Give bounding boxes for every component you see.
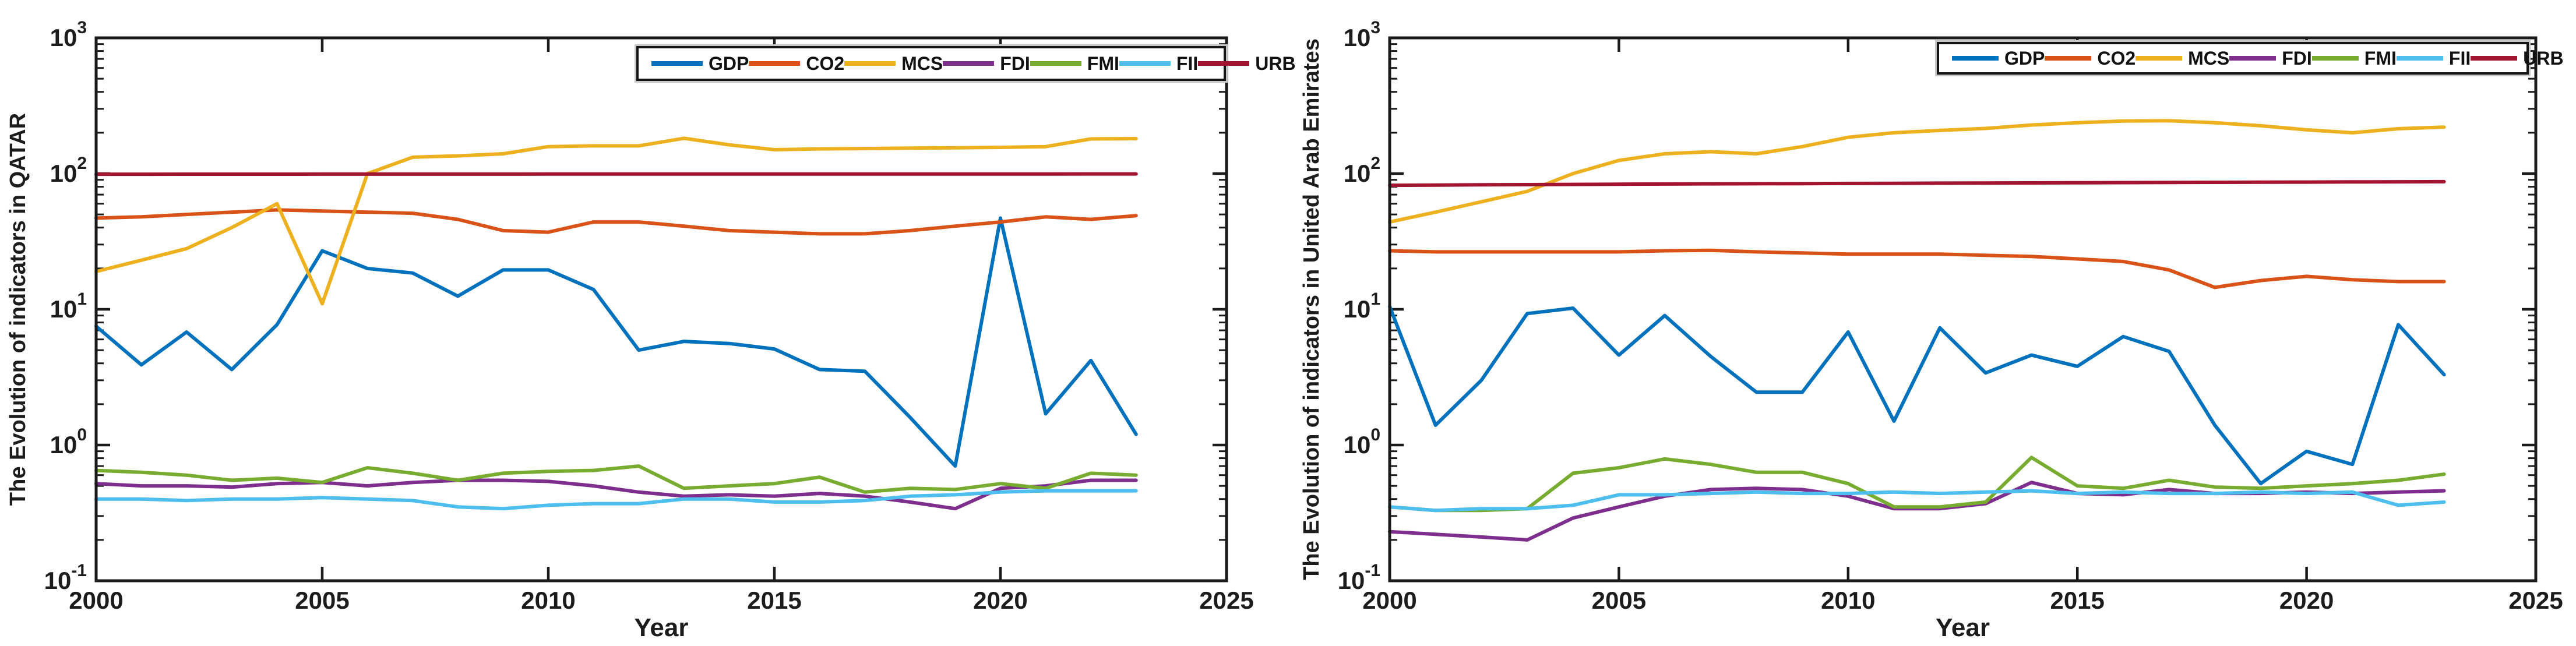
legend-label-urb: URB bbox=[2523, 48, 2564, 69]
legend-item-gdp: GDP bbox=[1952, 49, 2045, 68]
plot-border bbox=[1388, 36, 2538, 583]
y-tick-label: 10-1 bbox=[1338, 561, 1380, 594]
legend-swatch-fii-icon bbox=[1119, 61, 1171, 66]
legend-swatch-urb-icon bbox=[1198, 61, 1250, 66]
legend-swatch-fmi-icon bbox=[2311, 56, 2359, 61]
series-line-fmi bbox=[1388, 456, 2446, 513]
series-line-fmi bbox=[94, 464, 1138, 494]
series-line-gdp bbox=[1388, 305, 2446, 486]
y-axis-title: The Evolution of indicators in United Ar… bbox=[1299, 38, 1324, 580]
y-tick-label: 101 bbox=[1344, 290, 1380, 323]
x-tick-label: 2020 bbox=[2279, 587, 2334, 614]
legend-label-fdi: FDI bbox=[1000, 53, 1030, 74]
x-tick-label: 2025 bbox=[1199, 587, 1253, 614]
legend-swatch-gdp-icon bbox=[651, 61, 703, 66]
legend-label-urb: URB bbox=[1255, 53, 1296, 74]
y-tick-label: 103 bbox=[1344, 18, 1380, 51]
y-tick-label: 10-1 bbox=[44, 561, 87, 594]
y-tick-label: 100 bbox=[50, 425, 87, 458]
series-line-fdi bbox=[94, 478, 1138, 511]
x-tick-label: 2010 bbox=[1821, 587, 1875, 614]
legend-0: GDP CO2 MCS FDI FMI FII URB bbox=[636, 46, 1296, 81]
series-line-urb bbox=[1388, 179, 2446, 188]
legend-item-fmi: FMI bbox=[2311, 48, 2397, 69]
legend-label-co2: CO2 bbox=[806, 53, 845, 74]
x-tick-label: 2025 bbox=[2508, 587, 2563, 614]
legend-item-fii: FII bbox=[1119, 54, 1198, 73]
plot-border bbox=[94, 36, 1228, 583]
legend-swatch-urb-icon bbox=[2471, 56, 2518, 61]
legend-swatch-co2-icon bbox=[2045, 56, 2092, 61]
legend-swatch-mcs-icon bbox=[844, 61, 896, 66]
y-tick-label: 100 bbox=[1344, 425, 1380, 458]
legend-1: GDP CO2 MCS FDI FMI FII URB bbox=[1937, 42, 2564, 75]
legend-label-mcs: MCS bbox=[901, 53, 943, 74]
legend-item-fmi: FMI bbox=[1030, 54, 1119, 73]
x-tick-label: 2015 bbox=[2050, 587, 2104, 614]
legend-swatch-fmi-icon bbox=[1030, 61, 1081, 66]
x-axis-title: Year bbox=[635, 613, 689, 642]
y-tick-label: 102 bbox=[50, 154, 87, 187]
series-line-mcs bbox=[1388, 119, 2446, 224]
legend-item-fdi: FDI bbox=[943, 54, 1030, 73]
series-line-gdp bbox=[94, 216, 1138, 468]
series-line-fii bbox=[94, 489, 1138, 511]
legend-label-fmi: FMI bbox=[2364, 48, 2397, 69]
legend-label-fdi: FDI bbox=[2282, 48, 2312, 69]
legend-label-co2: CO2 bbox=[2097, 48, 2136, 69]
x-tick-label: 2010 bbox=[521, 587, 575, 614]
y-tick-label: 101 bbox=[50, 290, 87, 323]
x-tick-label: 2015 bbox=[747, 587, 801, 614]
legend-swatch-mcs-icon bbox=[2135, 56, 2183, 61]
legend-item-gdp: GDP bbox=[651, 54, 749, 73]
y-axis-title: The Evolution of indicators in QATAR bbox=[6, 113, 30, 506]
legend-label-gdp: GDP bbox=[2004, 48, 2045, 69]
x-tick-label: 2000 bbox=[69, 587, 123, 614]
x-axis-title: Year bbox=[1936, 613, 1990, 642]
legend-label-fii: FII bbox=[2448, 48, 2471, 69]
legend-label-mcs: MCS bbox=[2188, 48, 2230, 69]
legend-item-co2: CO2 bbox=[749, 54, 844, 73]
legend-swatch-fdi-icon bbox=[2229, 56, 2277, 61]
legend-label-fii: FII bbox=[1176, 53, 1199, 74]
legend-swatch-fii-icon bbox=[2396, 56, 2443, 61]
legend-item-fii: FII bbox=[2396, 48, 2471, 69]
series-line-mcs bbox=[94, 136, 1138, 306]
legend-item-mcs: MCS bbox=[844, 54, 943, 73]
series-line-fii bbox=[1388, 489, 2446, 513]
legend-label-fmi: FMI bbox=[1087, 53, 1119, 74]
series-line-co2 bbox=[94, 208, 1138, 236]
y-tick-label: 103 bbox=[50, 18, 87, 51]
legend-swatch-gdp-icon bbox=[1952, 56, 1999, 61]
legend-label-gdp: GDP bbox=[709, 53, 749, 74]
legend-item-fdi: FDI bbox=[2229, 49, 2312, 68]
series-line-co2 bbox=[1388, 248, 2446, 290]
legend-swatch-co2-icon bbox=[749, 61, 801, 66]
legend-swatch-fdi-icon bbox=[943, 61, 995, 66]
y-tick-label: 102 bbox=[1344, 154, 1380, 187]
x-tick-label: 2020 bbox=[973, 587, 1027, 614]
legend-item-urb: URB bbox=[1198, 53, 1296, 74]
legend-item-urb: URB bbox=[2471, 48, 2564, 69]
x-tick-label: 2005 bbox=[1592, 587, 1646, 614]
x-tick-label: 2005 bbox=[295, 587, 349, 614]
legend-item-mcs: MCS bbox=[2135, 49, 2229, 68]
series-line-urb bbox=[94, 172, 1138, 176]
x-tick-label: 2000 bbox=[1362, 587, 1416, 614]
legend-item-co2: CO2 bbox=[2045, 49, 2135, 68]
